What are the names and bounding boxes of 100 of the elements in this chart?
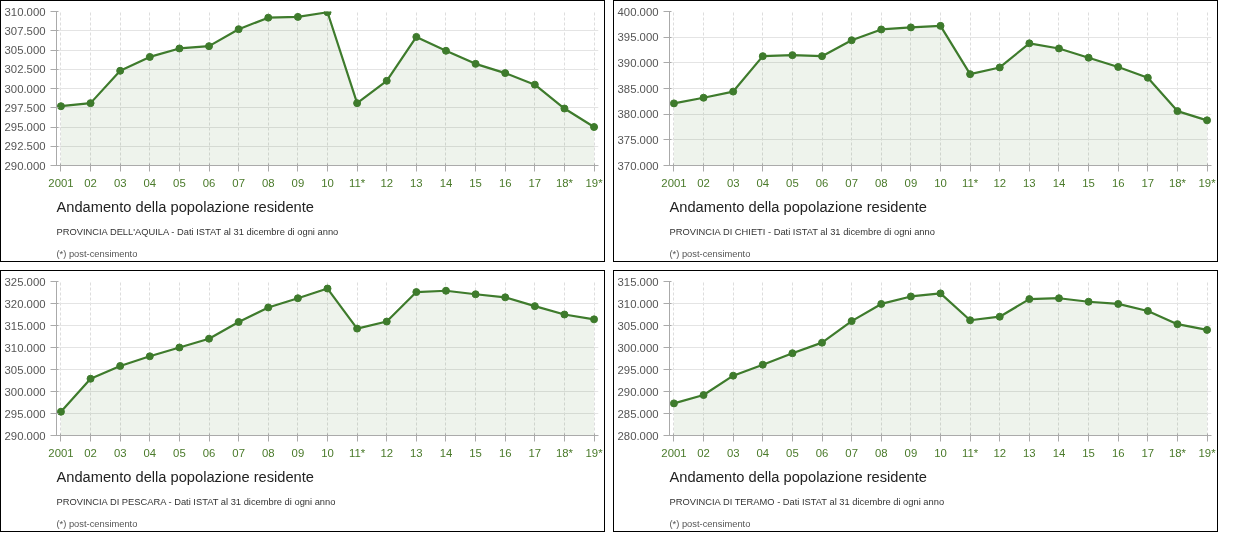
x-tick-label: 2001 (661, 176, 687, 189)
text: (*) post-censimento (56, 248, 138, 259)
x-tick-label: 09 (904, 446, 918, 459)
y-tick-label: 280.000 (617, 429, 659, 442)
x-tick-label: 17 (1141, 446, 1155, 459)
y-tick-label: 300.000 (4, 82, 46, 95)
text: (*) post-censimento (669, 248, 751, 259)
text: PROVINCIA DI CHIETI - Dati ISTAT al 31 dicembre di ogni anno (669, 226, 935, 237)
text: PROVINCIA DELL'AQUILA - Dati ISTAT al 31 dicembre di ogni anno (56, 226, 339, 237)
x-tick-label: 08 (874, 446, 888, 459)
text: PROVINCIA DI PESCARA - Dati ISTAT al 31 dicembre di ogni anno (56, 496, 336, 507)
x-tick-label: 10 (321, 176, 334, 189)
y-tick-label: 395.000 (617, 31, 659, 44)
y-tick-label: 315.000 (4, 319, 46, 332)
x-tick-label: 06 (202, 446, 216, 459)
x-tick-label: 06 (815, 176, 829, 189)
y-tick-label: 380.000 (617, 108, 659, 121)
y-tick-label: 307.500 (4, 24, 46, 37)
x-tick-label: 07 (845, 446, 858, 459)
x-tick-label: 08 (261, 176, 275, 189)
y-tick-label: 370.000 (617, 159, 659, 172)
x-tick-label: 07 (232, 446, 245, 459)
x-tick-label: 11* (962, 446, 979, 459)
y-tick-label: 325.000 (4, 275, 46, 288)
y-tick-label: 305.000 (4, 44, 46, 56)
y-tick-label: 310.000 (4, 341, 46, 354)
x-tick-label: 11* (962, 176, 979, 189)
x-tick-label: 04 (756, 446, 770, 459)
x-tick-label: 10 (934, 446, 947, 459)
x-tick-label: 02 (84, 176, 97, 189)
y-tick-label: 295.000 (4, 121, 46, 133)
y-tick-label: 400.000 (617, 5, 659, 18)
text: PROVINCIA DI TERAMO - Dati ISTAT al 31 dicembre di ogni anno (669, 496, 945, 507)
x-tick-label: 03 (726, 176, 740, 189)
x-tick-label: 2001 (48, 446, 74, 459)
x-tick-label: 19* (585, 176, 604, 189)
x-tick-label: 17 (1141, 176, 1155, 189)
x-tick-label: 13 (410, 176, 423, 189)
y-tick-label: 375.000 (617, 133, 659, 146)
y-tick-label: 295.000 (617, 363, 659, 376)
x-tick-label: 16 (1111, 446, 1125, 459)
y-tick-label: 310.000 (617, 297, 659, 310)
y-tick-label: 315.000 (617, 275, 659, 288)
y-tick-label: 290.000 (4, 159, 46, 172)
y-tick-label: 385.000 (617, 82, 659, 95)
y-tick-label: 290.000 (4, 429, 46, 442)
y-tick-label: 305.000 (617, 319, 659, 332)
x-tick-label: 12 (380, 176, 394, 189)
x-tick-label: 15 (469, 176, 482, 189)
x-tick-label: 14 (1052, 446, 1066, 459)
x-tick-label: 02 (697, 446, 710, 459)
x-tick-label: 18* (1168, 176, 1187, 189)
x-tick-label: 16 (498, 176, 512, 189)
x-tick-label: 11* (349, 446, 366, 459)
text: (*) post-censimento (669, 518, 751, 529)
x-tick-label: 14 (1052, 176, 1066, 189)
x-tick-label: 13 (410, 446, 423, 459)
y-tick-label: 300.000 (4, 385, 46, 398)
y-tick-label: 285.000 (617, 407, 659, 420)
text: Andamento della popolazione residente (56, 468, 314, 485)
x-tick-label: 2001 (661, 446, 687, 459)
x-tick-label: 19* (1198, 446, 1217, 459)
x-tick-label: 18* (555, 176, 574, 189)
x-tick-label: 06 (202, 176, 216, 189)
x-tick-label: 2001 (48, 176, 74, 189)
x-tick-label: 14 (439, 176, 453, 189)
x-tick-label: 15 (1082, 176, 1095, 189)
x-tick-label: 07 (232, 176, 245, 189)
x-tick-label: 08 (874, 176, 888, 189)
x-tick-label: 03 (726, 446, 740, 459)
x-tick-label: 14 (439, 446, 453, 459)
y-tick-label: 292.500 (4, 140, 46, 153)
x-tick-label: 09 (291, 446, 305, 459)
x-tick-label: 12 (380, 446, 394, 459)
y-tick-label: 305.000 (4, 363, 46, 376)
y-tick-label: 310.000 (4, 5, 46, 18)
x-tick-label: 12 (993, 176, 1007, 189)
x-tick-label: 13 (1023, 176, 1036, 189)
x-tick-label: 05 (786, 446, 799, 459)
x-tick-label: 13 (1023, 446, 1036, 459)
text: Andamento della popolazione residente (56, 198, 314, 215)
x-tick-label: 19* (585, 446, 604, 459)
x-tick-label: 04 (143, 446, 157, 459)
x-tick-label: 18* (555, 446, 574, 459)
x-tick-label: 18* (1168, 446, 1187, 459)
x-tick-label: 12 (993, 446, 1007, 459)
text: Andamento della popolazione residente (669, 198, 927, 215)
x-tick-label: 17 (528, 446, 542, 459)
x-tick-label: 03 (113, 446, 127, 459)
text: Andamento della popolazione residente (669, 468, 927, 485)
x-tick-label: 10 (934, 176, 947, 189)
x-tick-label: 16 (498, 446, 512, 459)
y-tick-label: 300.000 (617, 341, 659, 354)
x-tick-label: 05 (173, 446, 186, 459)
y-tick-label: 295.000 (4, 407, 46, 420)
y-tick-label: 320.000 (4, 297, 46, 310)
y-tick-label: 297.500 (4, 101, 46, 114)
x-tick-label: 04 (756, 176, 770, 189)
x-tick-label: 05 (786, 176, 799, 189)
x-tick-label: 06 (815, 446, 829, 459)
